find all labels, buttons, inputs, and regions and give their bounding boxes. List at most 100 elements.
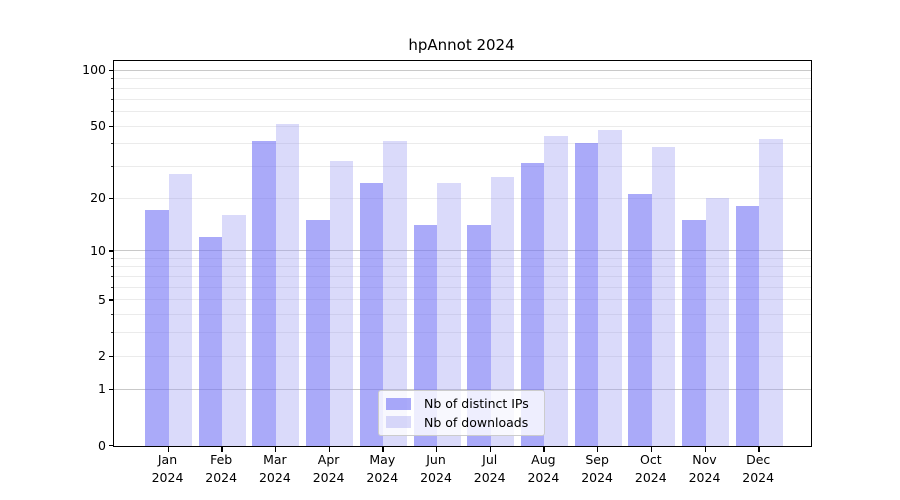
y-tick-label: 0 [98, 437, 106, 453]
legend-item-distinct-ips: Nb of distinct IPs [386, 396, 536, 411]
legend-swatch-downloads [386, 415, 411, 429]
grid-line-minor [114, 87, 811, 89]
x-tick-mark [436, 447, 438, 452]
x-tick-mark [167, 447, 169, 452]
y-tick-mark [109, 355, 113, 358]
x-tick-year: 2024 [688, 469, 721, 485]
x-tick-month: Feb [210, 452, 233, 467]
bar-distinct-ips [574, 143, 599, 446]
grid-line-minor [114, 110, 811, 112]
y-minor-tick-mark [110, 98, 113, 100]
legend-item-downloads: Nb of downloads [386, 415, 536, 430]
y-minor-tick-mark [110, 110, 113, 112]
bar-distinct-ips [628, 193, 652, 446]
y-tick-label: 20 [90, 190, 106, 206]
y-minor-tick-mark [110, 143, 113, 145]
bar-downloads [222, 214, 246, 446]
x-tick-year: 2024 [420, 469, 452, 485]
bar-downloads [168, 174, 192, 446]
grid-line-minor [114, 125, 811, 127]
x-tick-year: 2024 [151, 469, 184, 485]
bar-distinct-ips [198, 236, 223, 446]
y-minor-tick-mark [110, 286, 113, 288]
y-tick-label: 50 [90, 118, 106, 133]
grid-line-minor [114, 299, 811, 301]
x-tick-mark [543, 447, 545, 452]
bar-distinct-ips [252, 141, 276, 446]
y-tick-mark [109, 250, 113, 252]
y-tick-label: 2 [98, 348, 106, 364]
x-tick-month: Oct [639, 452, 662, 467]
x-tick-label: Mar 2024 [243, 451, 307, 486]
bar-downloads [437, 183, 461, 446]
x-tick-label: Feb 2024 [189, 451, 253, 486]
grid-line-major [114, 250, 811, 252]
x-tick-mark [328, 447, 330, 452]
y-tick-label: 10 [90, 242, 106, 258]
x-tick-month: Nov [692, 452, 717, 467]
grid-line-minor [114, 78, 811, 80]
x-tick-label: Sep 2024 [565, 451, 629, 486]
grid-line-minor [114, 165, 811, 167]
x-tick-label: Dec 2024 [726, 451, 790, 486]
x-tick-label: Jul 2024 [458, 451, 522, 486]
bar-distinct-ips [682, 219, 706, 446]
x-tick-mark [704, 447, 706, 452]
x-tick-mark [489, 447, 492, 452]
bar-distinct-ips [520, 163, 545, 446]
x-tick-month: Jul [482, 452, 498, 467]
grid-line-minor [114, 257, 811, 259]
bar-downloads [544, 135, 568, 446]
y-minor-tick-mark [110, 266, 113, 268]
grid-line-major [114, 388, 811, 390]
bar-downloads [651, 147, 676, 446]
x-tick-month: Jun [426, 452, 446, 467]
bar-distinct-ips [145, 210, 169, 446]
y-minor-tick-mark [110, 314, 113, 316]
chart-title: hpAnnot 2024 [408, 36, 515, 54]
legend-label-distinct-ips: Nb of distinct IPs [424, 396, 529, 412]
x-tick-label: Aug 2024 [511, 451, 575, 486]
legend-label-downloads: Nb of downloads [424, 414, 529, 430]
x-tick-year: 2024 [581, 469, 613, 485]
bar-downloads [275, 123, 300, 446]
y-minor-tick-mark [110, 165, 113, 167]
x-tick-label: Nov 2024 [673, 451, 737, 486]
bar-downloads [329, 160, 354, 446]
x-tick-mark [221, 447, 223, 452]
x-tick-label: Oct 2024 [619, 451, 683, 486]
x-tick-year: 2024 [312, 469, 345, 485]
x-tick-month: Mar [263, 452, 287, 467]
x-tick-year: 2024 [205, 469, 238, 485]
y-tick-mark [109, 197, 113, 199]
y-tick-mark [109, 445, 113, 447]
grid-line-minor [114, 143, 811, 145]
y-minor-tick-mark [110, 276, 113, 278]
x-tick-month: Apr [317, 452, 340, 467]
bar-downloads [705, 197, 729, 446]
x-tick-label: May 2024 [350, 451, 414, 486]
x-tick-year: 2024 [366, 469, 399, 485]
x-tick-label: Jun 2024 [404, 451, 468, 486]
legend: Nb of distinct IPs Nb of downloads [378, 390, 545, 436]
bar-distinct-ips [735, 205, 760, 446]
y-tick-label: 1 [98, 381, 106, 397]
plot-area [113, 60, 812, 447]
bar-downloads [759, 139, 783, 446]
bar-distinct-ips [306, 219, 330, 446]
x-tick-month: Dec [746, 452, 771, 467]
y-minor-tick-mark [110, 78, 113, 80]
y-tick-mark [109, 299, 113, 301]
x-tick-year: 2024 [258, 469, 291, 485]
x-tick-month: Jan [157, 452, 178, 467]
bar-distinct-ips [359, 183, 384, 446]
bar-downloads [490, 177, 515, 446]
y-tick-label: 100 [82, 62, 106, 78]
x-tick-label: Jan 2024 [136, 451, 200, 486]
x-tick-mark [758, 447, 760, 452]
x-tick-mark [597, 447, 599, 452]
x-tick-year: 2024 [473, 469, 506, 485]
x-tick-month: Sep [585, 452, 609, 467]
y-minor-tick-mark [110, 87, 113, 89]
